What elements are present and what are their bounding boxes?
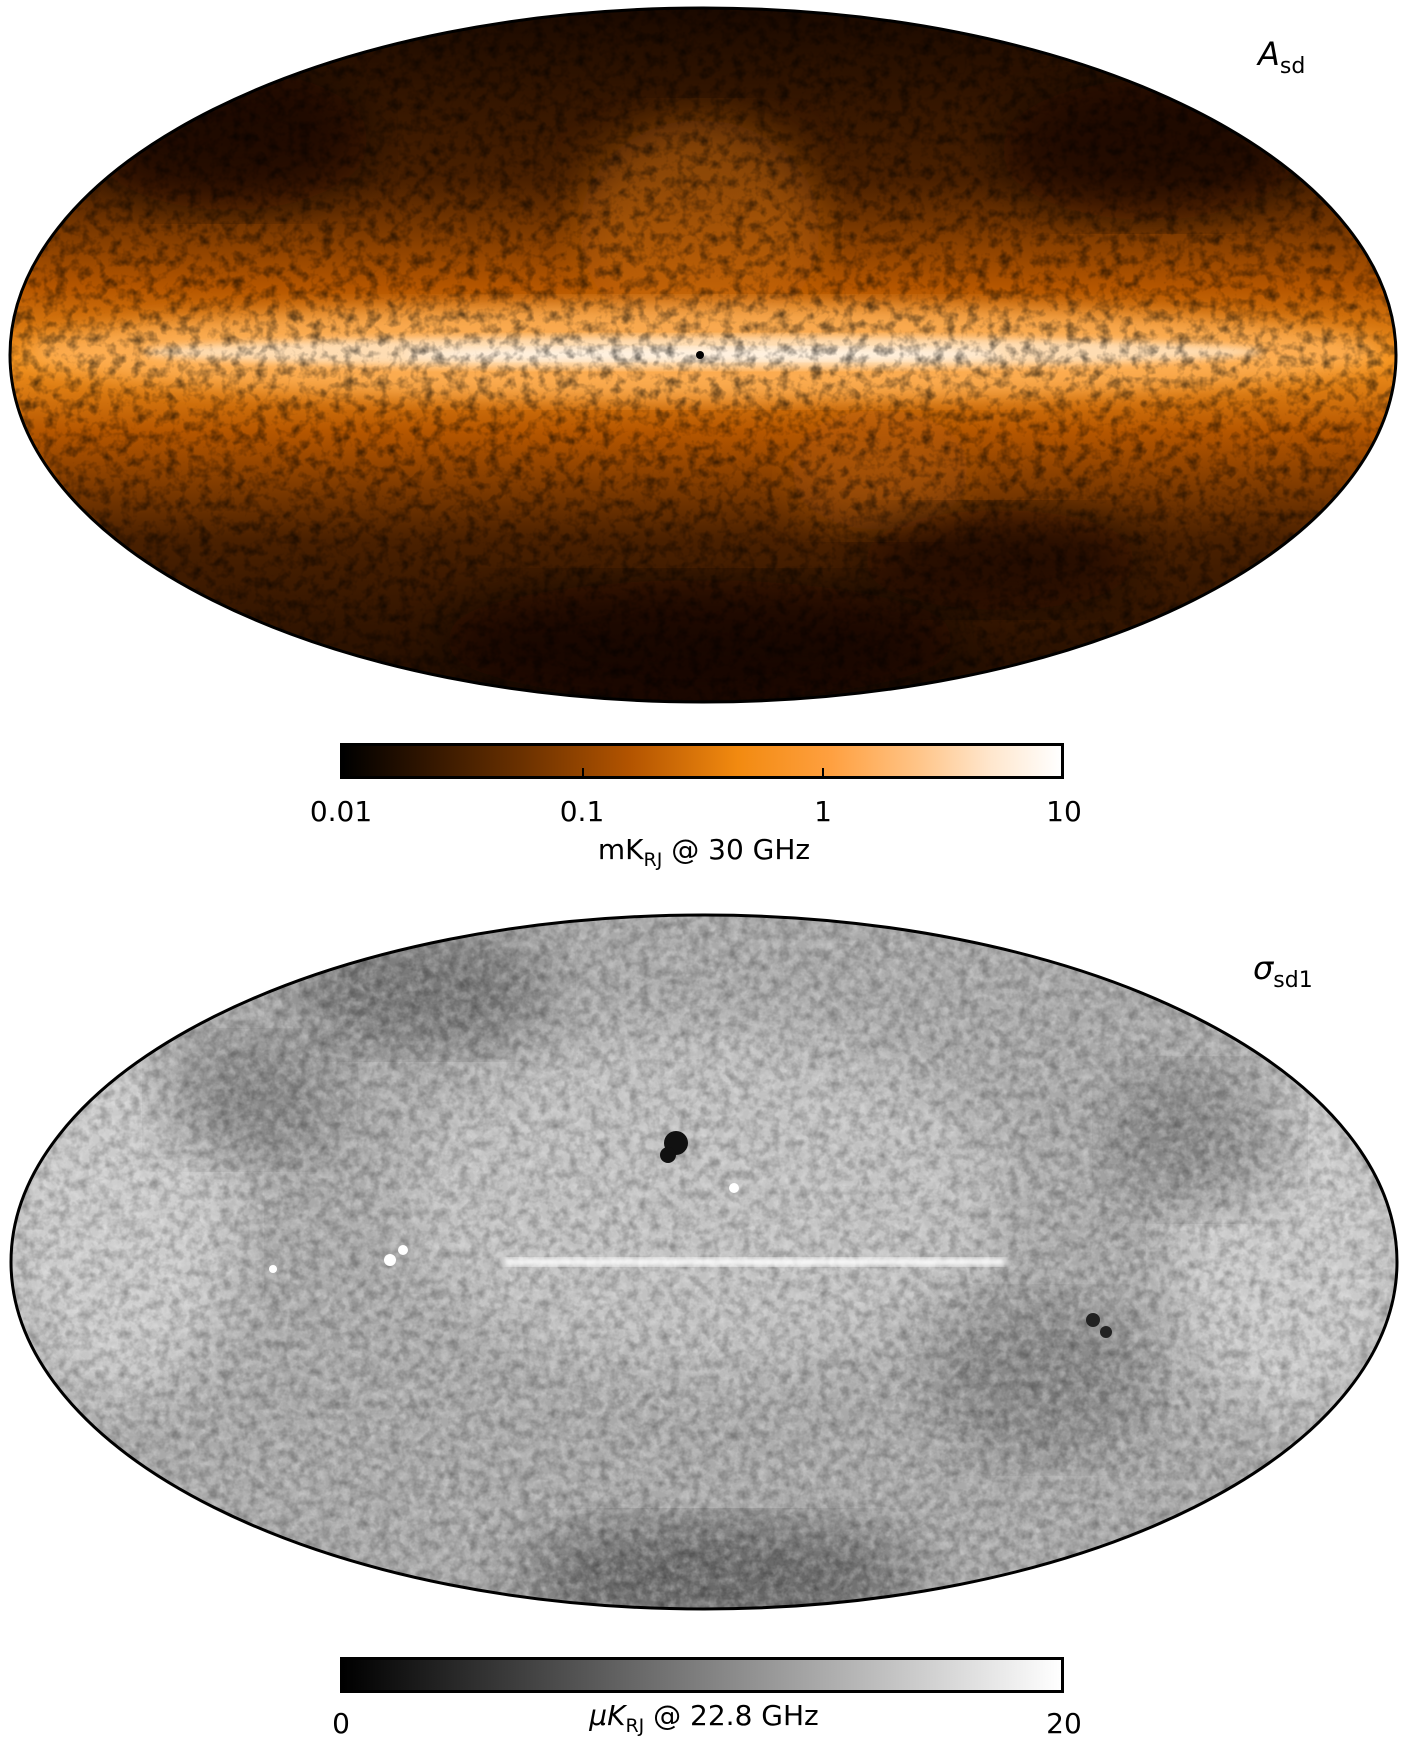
label-subscript: sd	[1279, 54, 1306, 79]
colorbar-tick-label: 0	[332, 1707, 350, 1740]
unit-suffix: @ 22.8 GHz	[644, 1699, 819, 1732]
amplitude-map-panel: Asd 0.01 0.1 1 10 mKRJ @ 30 GHz	[0, 6, 1408, 870]
sigma-map-panel: σsd1 0 20 μKRJ @ 22.8 GHz	[0, 900, 1408, 1740]
label-symbol: σ	[1253, 949, 1274, 987]
colorbar-tick-label: 0.1	[559, 795, 605, 828]
unit-prefix: μK	[589, 1699, 626, 1732]
colorbar-tick-label: 1	[814, 795, 832, 828]
unit-suffix: @ 30 GHz	[662, 833, 811, 866]
unit-subscript: RJ	[625, 1715, 645, 1737]
sigma-mollweide-map	[9, 913, 1399, 1611]
colorbar-tick	[822, 768, 824, 779]
colorbar-unit-label: μKRJ @ 22.8 GHz	[0, 1699, 1408, 1736]
colorbar-tick-label: 20	[1046, 1707, 1082, 1740]
map-label-amplitude: Asd	[1258, 35, 1305, 78]
label-symbol: A	[1258, 35, 1280, 73]
map-label-sigma: σsd1	[1253, 949, 1313, 992]
unit-prefix: mK	[597, 833, 644, 866]
colorbar-tick	[582, 768, 584, 779]
colorbar-tick-label: 10	[1046, 795, 1082, 828]
label-subscript: sd1	[1273, 968, 1313, 993]
colorbar-unit-label: mKRJ @ 30 GHz	[0, 833, 1408, 870]
unit-subscript: RJ	[643, 849, 663, 871]
colorbar-amplitude	[340, 743, 1064, 779]
amplitude-mollweide-map	[8, 6, 1398, 704]
colorbar-sigma	[340, 1657, 1064, 1693]
colorbar-tick-label: 0.01	[309, 795, 373, 828]
